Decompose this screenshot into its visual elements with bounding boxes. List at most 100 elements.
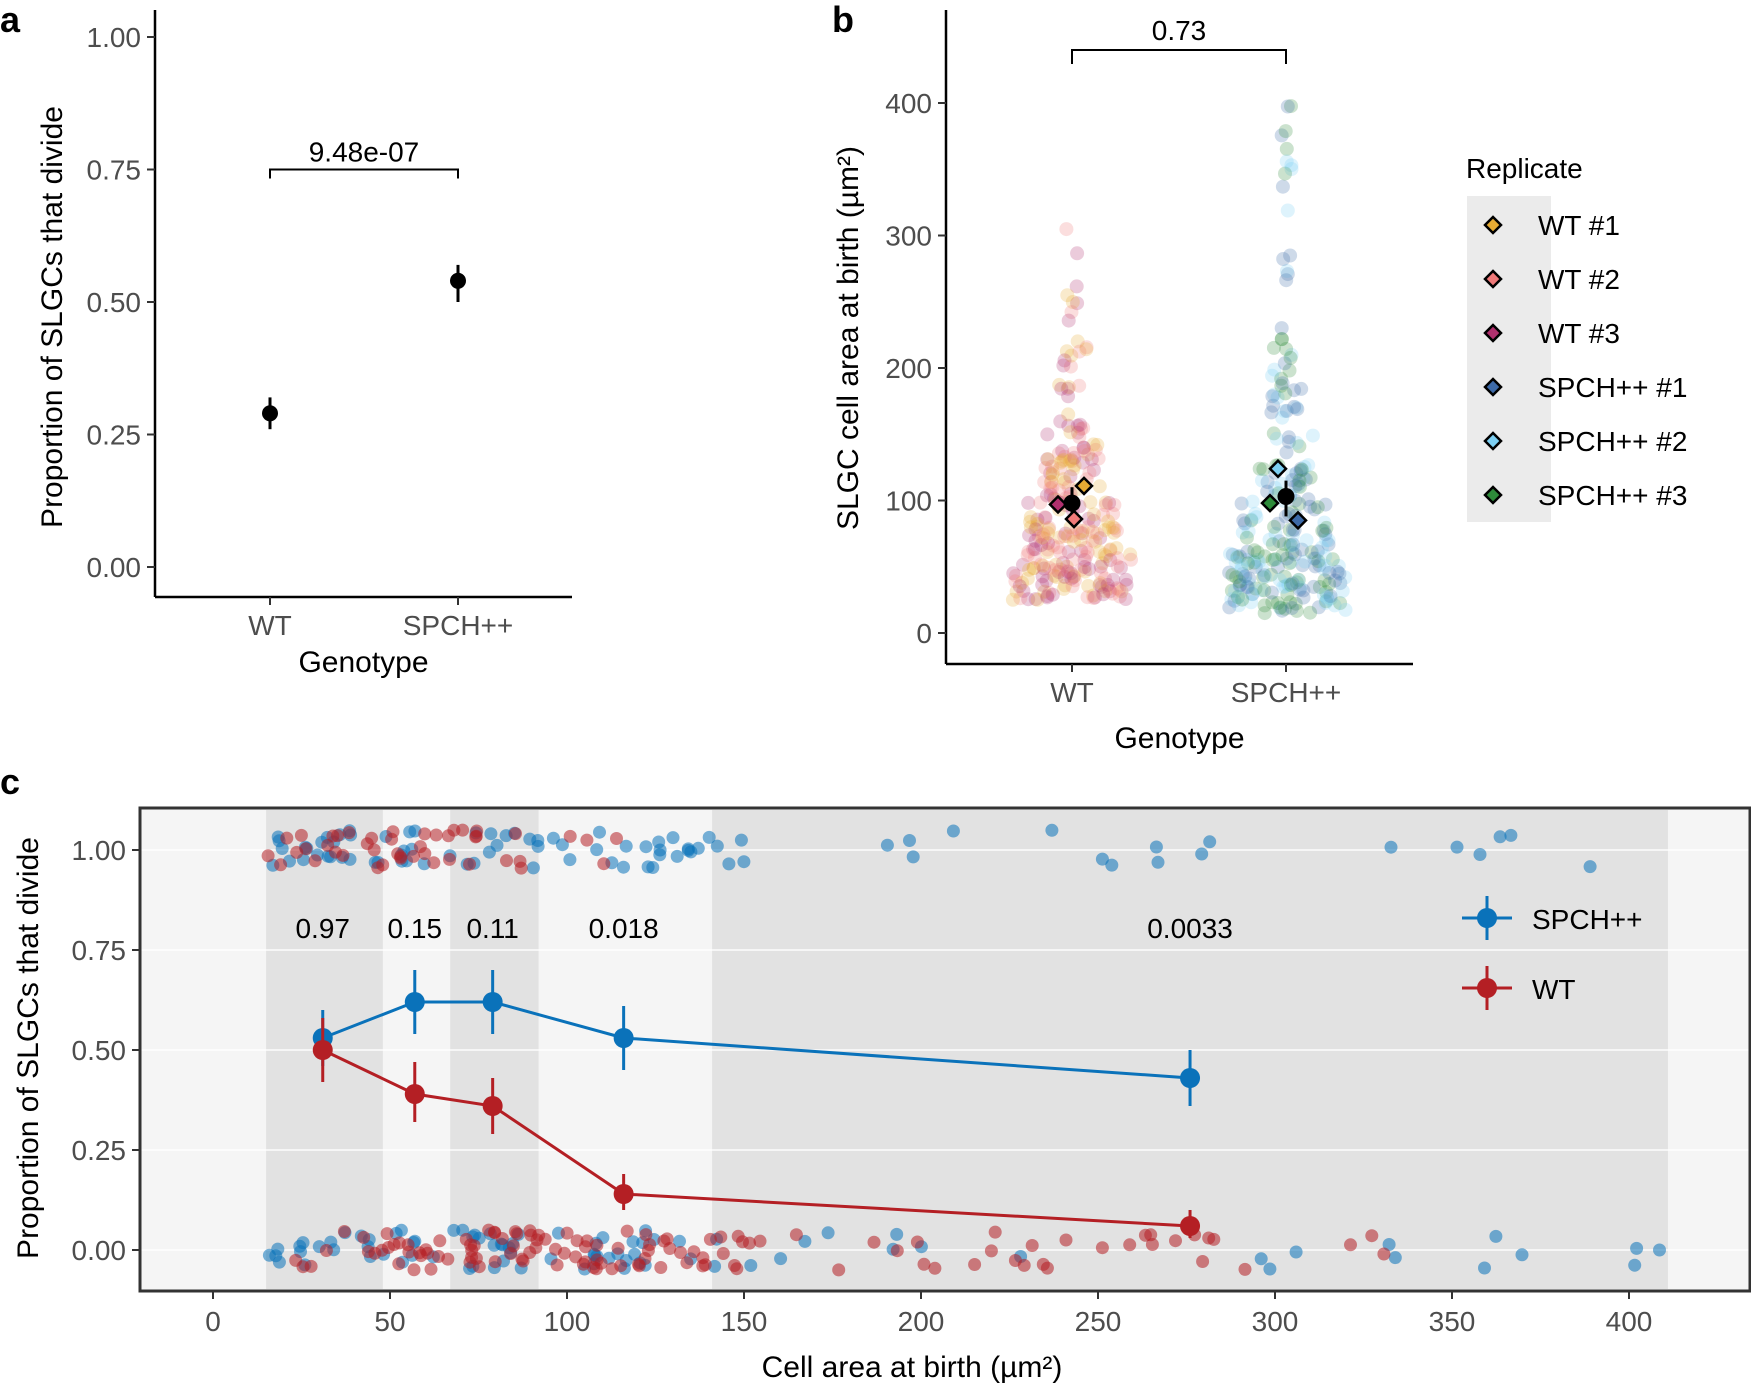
series-point <box>404 1084 425 1104</box>
observation-point <box>1046 538 1060 553</box>
observation-point <box>1124 552 1138 567</box>
observation-point <box>1282 522 1297 537</box>
observation-point <box>1277 404 1292 419</box>
observation-point <box>1275 410 1290 425</box>
bin-pvalue: 0.15 <box>388 913 443 944</box>
observation-point <box>1074 421 1089 436</box>
observation-point <box>1277 569 1292 584</box>
raw-observation-point <box>1628 1258 1642 1272</box>
raw-observation-point <box>408 824 422 838</box>
raw-observation-point <box>424 1262 438 1276</box>
observation-point <box>1082 465 1097 480</box>
x-tick-label: SPCH++ <box>1231 677 1342 708</box>
observation-point <box>1028 542 1042 557</box>
observation-point <box>1064 348 1079 363</box>
observation-point <box>1037 475 1052 490</box>
observation-point <box>1114 584 1129 599</box>
observation-point <box>1059 563 1074 578</box>
raw-observation-point <box>419 1243 433 1257</box>
observation-point <box>1227 593 1242 608</box>
observation-point <box>1279 551 1294 566</box>
observation-point <box>1087 590 1102 605</box>
observation-point <box>1225 568 1240 582</box>
observation-point <box>1040 452 1055 467</box>
raw-observation-point <box>906 850 920 864</box>
observation-point <box>1030 517 1045 531</box>
raw-observation-point <box>394 1223 408 1237</box>
observation-point <box>1273 601 1288 616</box>
observation-point <box>1073 562 1088 577</box>
observation-point <box>1279 154 1294 169</box>
observation-point <box>1292 496 1307 511</box>
raw-observation-point <box>821 1226 835 1240</box>
observation-point <box>1235 592 1250 607</box>
raw-observation-point <box>590 1238 604 1252</box>
observation-point <box>1090 526 1105 541</box>
observation-point <box>1265 537 1280 552</box>
raw-observation-point <box>580 833 594 847</box>
raw-observation-point <box>620 1224 634 1238</box>
y-tick-label: 0.75 <box>72 935 127 966</box>
observation-point <box>1053 414 1068 429</box>
observation-point <box>1311 554 1326 569</box>
raw-observation-point <box>610 832 623 845</box>
legend-entry-label: SPCH++ #1 <box>1538 372 1687 403</box>
observation-point <box>1050 540 1065 555</box>
raw-observation-point <box>968 1258 982 1271</box>
observation-point <box>1103 543 1118 558</box>
raw-observation-point <box>673 1234 686 1248</box>
observation-point <box>1281 577 1296 592</box>
observation-point <box>1318 596 1333 610</box>
observation-point <box>1293 580 1308 595</box>
observation-point <box>1270 596 1285 610</box>
raw-observation-point <box>605 1262 619 1276</box>
y-tick-label: 100 <box>885 486 932 517</box>
bin-pvalue: 0.97 <box>295 913 350 944</box>
observation-point <box>1320 592 1335 607</box>
observation-point <box>1318 549 1333 564</box>
observation-point <box>1312 580 1327 594</box>
observation-point <box>1054 454 1069 469</box>
observation-point <box>1064 571 1079 586</box>
observation-point <box>1106 525 1121 540</box>
raw-observation-point <box>509 827 522 841</box>
observation-point <box>1267 362 1282 377</box>
raw-observation-point <box>280 831 294 845</box>
observation-point <box>1053 455 1068 470</box>
observation-point <box>1265 368 1280 383</box>
panel-a-letter: a <box>0 0 21 40</box>
observation-point <box>1291 479 1306 494</box>
observation-point <box>1060 529 1075 544</box>
observation-point <box>1077 444 1092 458</box>
observation-point <box>1101 581 1116 596</box>
observation-point <box>1318 497 1333 512</box>
observation-point <box>1053 562 1068 577</box>
observation-point <box>1338 570 1353 585</box>
observation-point <box>1043 466 1058 481</box>
observation-point <box>1075 526 1090 541</box>
observation-point <box>1278 601 1292 616</box>
raw-observation-point <box>737 855 751 869</box>
raw-observation-point <box>418 827 432 841</box>
observation-point <box>1118 592 1133 606</box>
raw-observation-point <box>375 1243 389 1257</box>
observation-point <box>1072 344 1087 359</box>
raw-observation-point <box>890 1244 904 1258</box>
observation-point <box>1283 248 1298 263</box>
raw-observation-point <box>1493 830 1507 844</box>
observation-point <box>1284 347 1299 362</box>
observation-point <box>1317 573 1332 588</box>
observation-point <box>1059 344 1074 359</box>
raw-observation-point <box>1344 1238 1357 1252</box>
observation-point <box>1286 538 1301 553</box>
raw-observation-point <box>736 1235 749 1249</box>
observation-point <box>1289 466 1304 481</box>
observation-point <box>1267 387 1282 402</box>
observation-point <box>1094 566 1108 581</box>
raw-observation-point <box>1238 1262 1252 1276</box>
observation-point <box>1009 584 1024 599</box>
raw-observation-point <box>365 831 379 845</box>
observation-point <box>1265 389 1280 404</box>
legend-entry-label: SPCH++ #3 <box>1538 480 1687 511</box>
legend-key-diamond <box>1483 485 1503 505</box>
